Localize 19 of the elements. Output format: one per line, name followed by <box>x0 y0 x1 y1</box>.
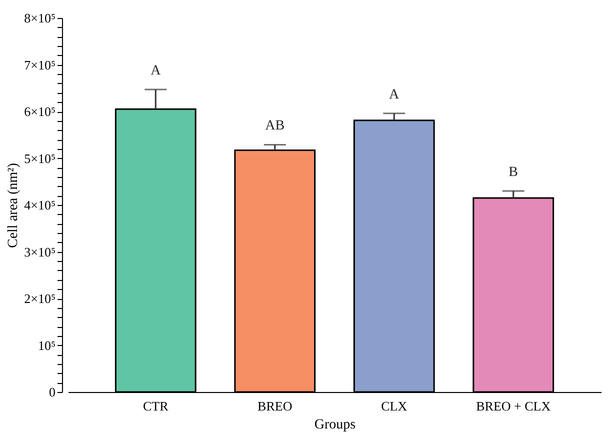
annotation: A <box>389 87 400 102</box>
annotation: B <box>508 164 518 180</box>
y-tick-label: 2×10⁵ <box>24 291 56 306</box>
annotation: AB <box>265 118 285 134</box>
annotation: A <box>150 64 162 79</box>
y-tick-label: 0 <box>49 384 56 400</box>
x-axis-title: Groups <box>314 418 356 432</box>
y-tick-label: 6×10⁵ <box>24 104 56 119</box>
x-tick-label: BREO + CLX <box>476 398 552 414</box>
y-tick-label: 5×10⁵ <box>24 150 56 166</box>
y-tick-label: 8×10⁵ <box>24 10 56 26</box>
x-tick-label: CLX <box>381 398 408 414</box>
x-tick-label: BREO <box>258 398 292 414</box>
y-tick-label: 10⁵ <box>38 338 56 353</box>
x-tick-label: CTR <box>142 398 169 414</box>
y-tick-label: 3×10⁵ <box>24 244 56 260</box>
y-tick-label: 4×10⁵ <box>24 198 56 212</box>
y-axis-title: Cell area (nm²) <box>6 162 22 248</box>
y-tick-label: 7×10⁵ <box>24 57 56 72</box>
